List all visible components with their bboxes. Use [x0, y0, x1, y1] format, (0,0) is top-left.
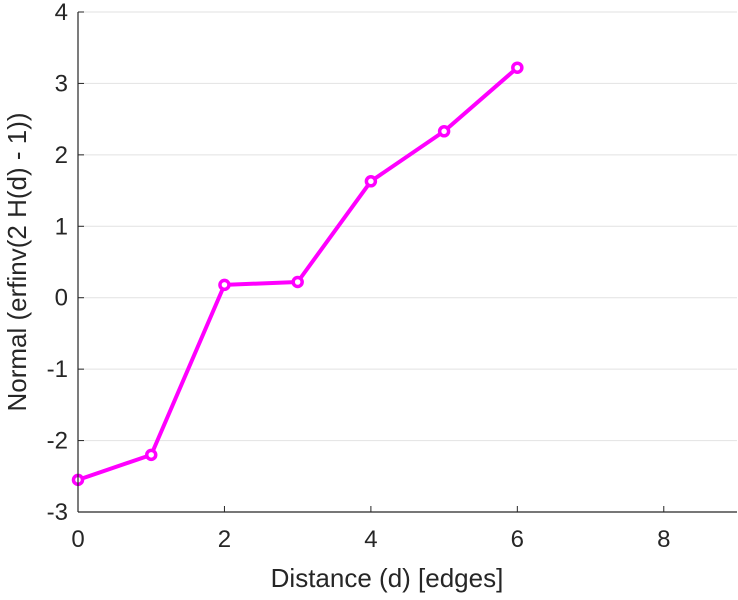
data-point: [437, 125, 451, 138]
y-tick-label: 2: [55, 142, 68, 169]
x-tick-label: 6: [511, 526, 524, 553]
y-tick-label: 1: [55, 213, 68, 240]
x-tick-label: 8: [657, 526, 670, 553]
y-tick-labels: -3 -2 -1 0 1 2 3 4: [47, 0, 68, 526]
plot-area: [78, 12, 737, 512]
data-point: [218, 278, 231, 292]
y-tick-label: -2: [47, 428, 68, 455]
data-point: [291, 275, 304, 289]
axes: [77, 11, 737, 513]
x-tick-label: 4: [364, 526, 377, 553]
x-axis-label: Distance (d) [edges]: [271, 563, 504, 593]
y-tick-label: -3: [47, 499, 68, 526]
y-axis-label: Normal (erfinv(2 H(d) - 1)): [2, 112, 32, 411]
data-point: [144, 448, 158, 462]
y-tick-label: 3: [55, 70, 68, 97]
data-point: [364, 175, 378, 188]
x-tick-label: 2: [218, 526, 231, 553]
x-tick-label: 0: [71, 526, 84, 553]
data-point: [511, 61, 524, 74]
x-tick-labels: 0 2 4 6 8: [71, 526, 670, 553]
y-tick-label: 0: [55, 285, 68, 312]
y-tick-label: -1: [47, 356, 68, 383]
y-tick-label: 4: [55, 0, 68, 26]
series-group: [71, 61, 524, 487]
